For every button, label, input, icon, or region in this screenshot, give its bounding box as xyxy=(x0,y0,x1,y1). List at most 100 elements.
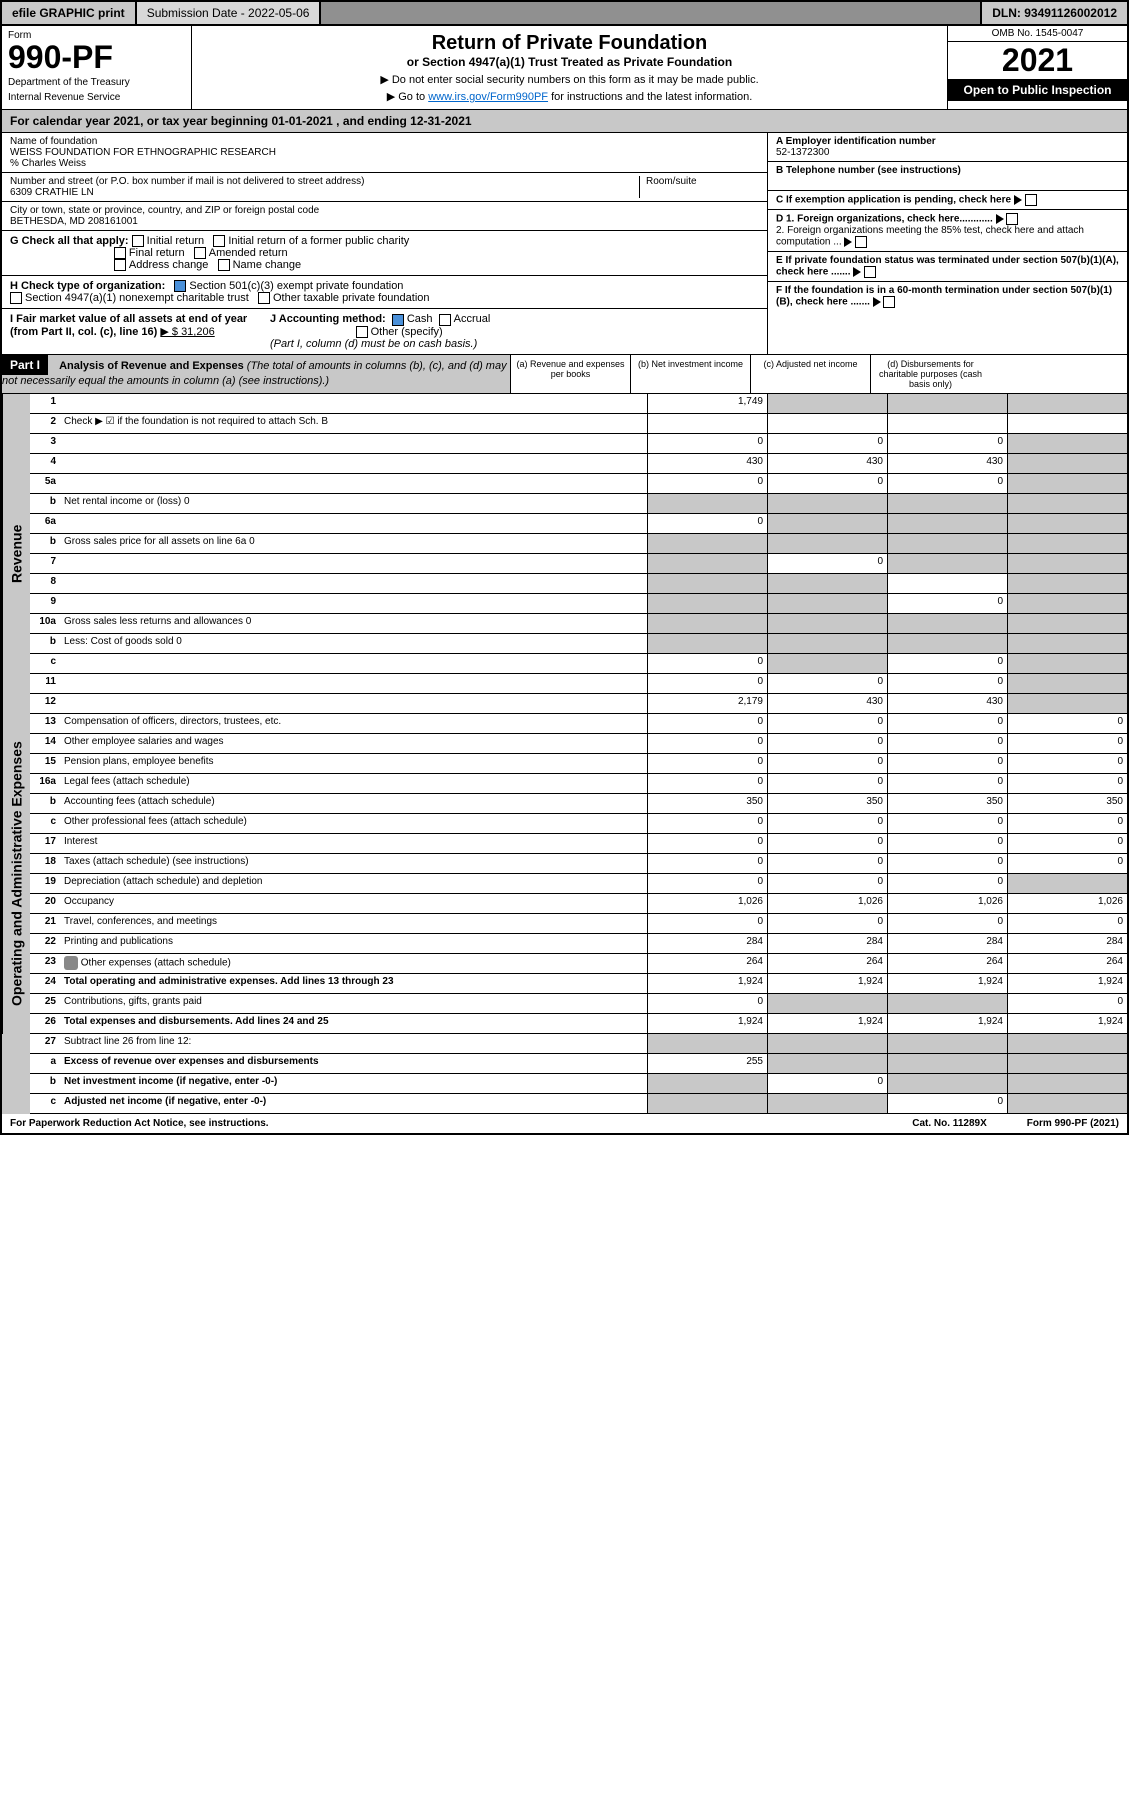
cell-b: 0 xyxy=(767,754,887,773)
cell xyxy=(647,614,767,633)
line-number: 23 xyxy=(30,954,60,973)
table-row: bAccounting fees (attach schedule)350350… xyxy=(30,794,1127,814)
expenses-section: Operating and Administrative Expenses 13… xyxy=(2,714,1127,1034)
line-description: Accounting fees (attach schedule) xyxy=(60,794,647,813)
line-description: Depreciation (attach schedule) and deple… xyxy=(60,874,647,893)
line-description: Net rental income or (loss) 0 xyxy=(60,494,647,513)
irs-link[interactable]: www.irs.gov/Form990PF xyxy=(428,91,548,103)
cell-a: 0 xyxy=(647,834,767,853)
checkbox-name-change[interactable] xyxy=(218,259,230,271)
cell xyxy=(887,414,1007,433)
table-row: cOther professional fees (attach schedul… xyxy=(30,814,1127,834)
cell xyxy=(767,614,887,633)
checkbox-cash[interactable] xyxy=(392,314,404,326)
cell-c: 284 xyxy=(887,934,1007,953)
checkbox-accrual[interactable] xyxy=(439,314,451,326)
cell-d xyxy=(1007,594,1127,613)
arrow-icon xyxy=(1014,195,1022,205)
cell-a: 0 xyxy=(647,734,767,753)
line-number: 17 xyxy=(30,834,60,853)
cell-a: 1,026 xyxy=(647,894,767,913)
cell xyxy=(887,534,1007,553)
cell-c: 0 xyxy=(887,874,1007,893)
table-row: 18Taxes (attach schedule) (see instructi… xyxy=(30,854,1127,874)
title-box: Return of Private Foundation or Section … xyxy=(192,26,947,109)
cell xyxy=(647,1034,767,1053)
checkbox-4947[interactable] xyxy=(10,292,22,304)
cell-b: 430 xyxy=(767,694,887,713)
line-number: 11 xyxy=(30,674,60,693)
line-number: 18 xyxy=(30,854,60,873)
cell-d xyxy=(1007,654,1127,673)
form-number-box: Form 990-PF Department of the Treasury I… xyxy=(2,26,192,109)
cell-a xyxy=(647,554,767,573)
cell-c: 264 xyxy=(887,954,1007,973)
dln: DLN: 93491126002012 xyxy=(980,2,1127,24)
cell-c: 0 xyxy=(887,754,1007,773)
checkbox-501c3[interactable] xyxy=(174,280,186,292)
line-description: Check ▶ ☑ if the foundation is not requi… xyxy=(60,414,647,433)
cell-c: 0 xyxy=(887,474,1007,493)
form-title: Return of Private Foundation xyxy=(198,32,941,55)
cell-d: 0 xyxy=(1007,774,1127,793)
cell-d xyxy=(1007,394,1127,413)
cell-b xyxy=(767,394,887,413)
cell-b: 0 xyxy=(767,474,887,493)
form-subtitle: or Section 4947(a)(1) Trust Treated as P… xyxy=(198,55,941,69)
line-description xyxy=(60,394,647,413)
line-description xyxy=(60,594,647,613)
city-cell: City or town, state or province, country… xyxy=(2,202,767,231)
section-h: H Check type of organization: Section 50… xyxy=(2,276,767,309)
open-public-badge: Open to Public Inspection xyxy=(948,79,1127,101)
checkbox-other-taxable[interactable] xyxy=(258,292,270,304)
checkbox-address-change[interactable] xyxy=(114,259,126,271)
cell-b: 1,924 xyxy=(767,974,887,993)
cell-c xyxy=(887,994,1007,1013)
cell-c xyxy=(887,1074,1007,1093)
col-c-header: (c) Adjusted net income xyxy=(750,355,870,393)
cell-a: 350 xyxy=(647,794,767,813)
checkbox-foreign-org[interactable] xyxy=(1006,213,1018,225)
checkbox-terminated[interactable] xyxy=(864,266,876,278)
col-b-header: (b) Net investment income xyxy=(630,355,750,393)
checkbox-85pct[interactable] xyxy=(855,236,867,248)
cell-d: 1,924 xyxy=(1007,974,1127,993)
efile-print-button[interactable]: efile GRAPHIC print xyxy=(2,2,137,24)
line-description xyxy=(60,514,647,533)
checkbox-initial-return[interactable] xyxy=(132,235,144,247)
cell-a: 284 xyxy=(647,934,767,953)
section-e: E If private foundation status was termi… xyxy=(768,252,1127,282)
cell-d xyxy=(1007,1074,1127,1093)
line-number: 1 xyxy=(30,394,60,413)
goto-note: ▶ Go to www.irs.gov/Form990PF for instru… xyxy=(198,90,941,103)
line-description: Adjusted net income (if negative, enter … xyxy=(60,1094,647,1113)
checkbox-other-method[interactable] xyxy=(356,326,368,338)
street-address: 6309 CRATHIE LN xyxy=(10,187,639,198)
schedule-icon[interactable] xyxy=(64,956,78,970)
part1-title: Analysis of Revenue and Expenses xyxy=(59,360,244,372)
line-number: 22 xyxy=(30,934,60,953)
cell-d: 0 xyxy=(1007,854,1127,873)
line-description xyxy=(60,434,647,453)
cell-c: 0 xyxy=(887,594,1007,613)
cell-b: 284 xyxy=(767,934,887,953)
cell xyxy=(647,494,767,513)
cell-b: 1,026 xyxy=(767,894,887,913)
line-number: 5a xyxy=(30,474,60,493)
line-number: 3 xyxy=(30,434,60,453)
checkbox-60month[interactable] xyxy=(883,296,895,308)
line-number: c xyxy=(30,1094,60,1113)
checkbox-final-return[interactable] xyxy=(114,247,126,259)
checkbox-initial-former[interactable] xyxy=(213,235,225,247)
checkbox-amended[interactable] xyxy=(194,247,206,259)
cell-a: 1,924 xyxy=(647,1014,767,1033)
line-number: 7 xyxy=(30,554,60,573)
cell-c: 0 xyxy=(887,914,1007,933)
checkbox-exemption-pending[interactable] xyxy=(1025,194,1037,206)
cell-a: 2,179 xyxy=(647,694,767,713)
section-c: C If exemption application is pending, c… xyxy=(768,191,1127,210)
cell-b xyxy=(767,994,887,1013)
cell-a: 430 xyxy=(647,454,767,473)
cell-a: 0 xyxy=(647,654,767,673)
line-description: Gross sales less returns and allowances … xyxy=(60,614,647,633)
